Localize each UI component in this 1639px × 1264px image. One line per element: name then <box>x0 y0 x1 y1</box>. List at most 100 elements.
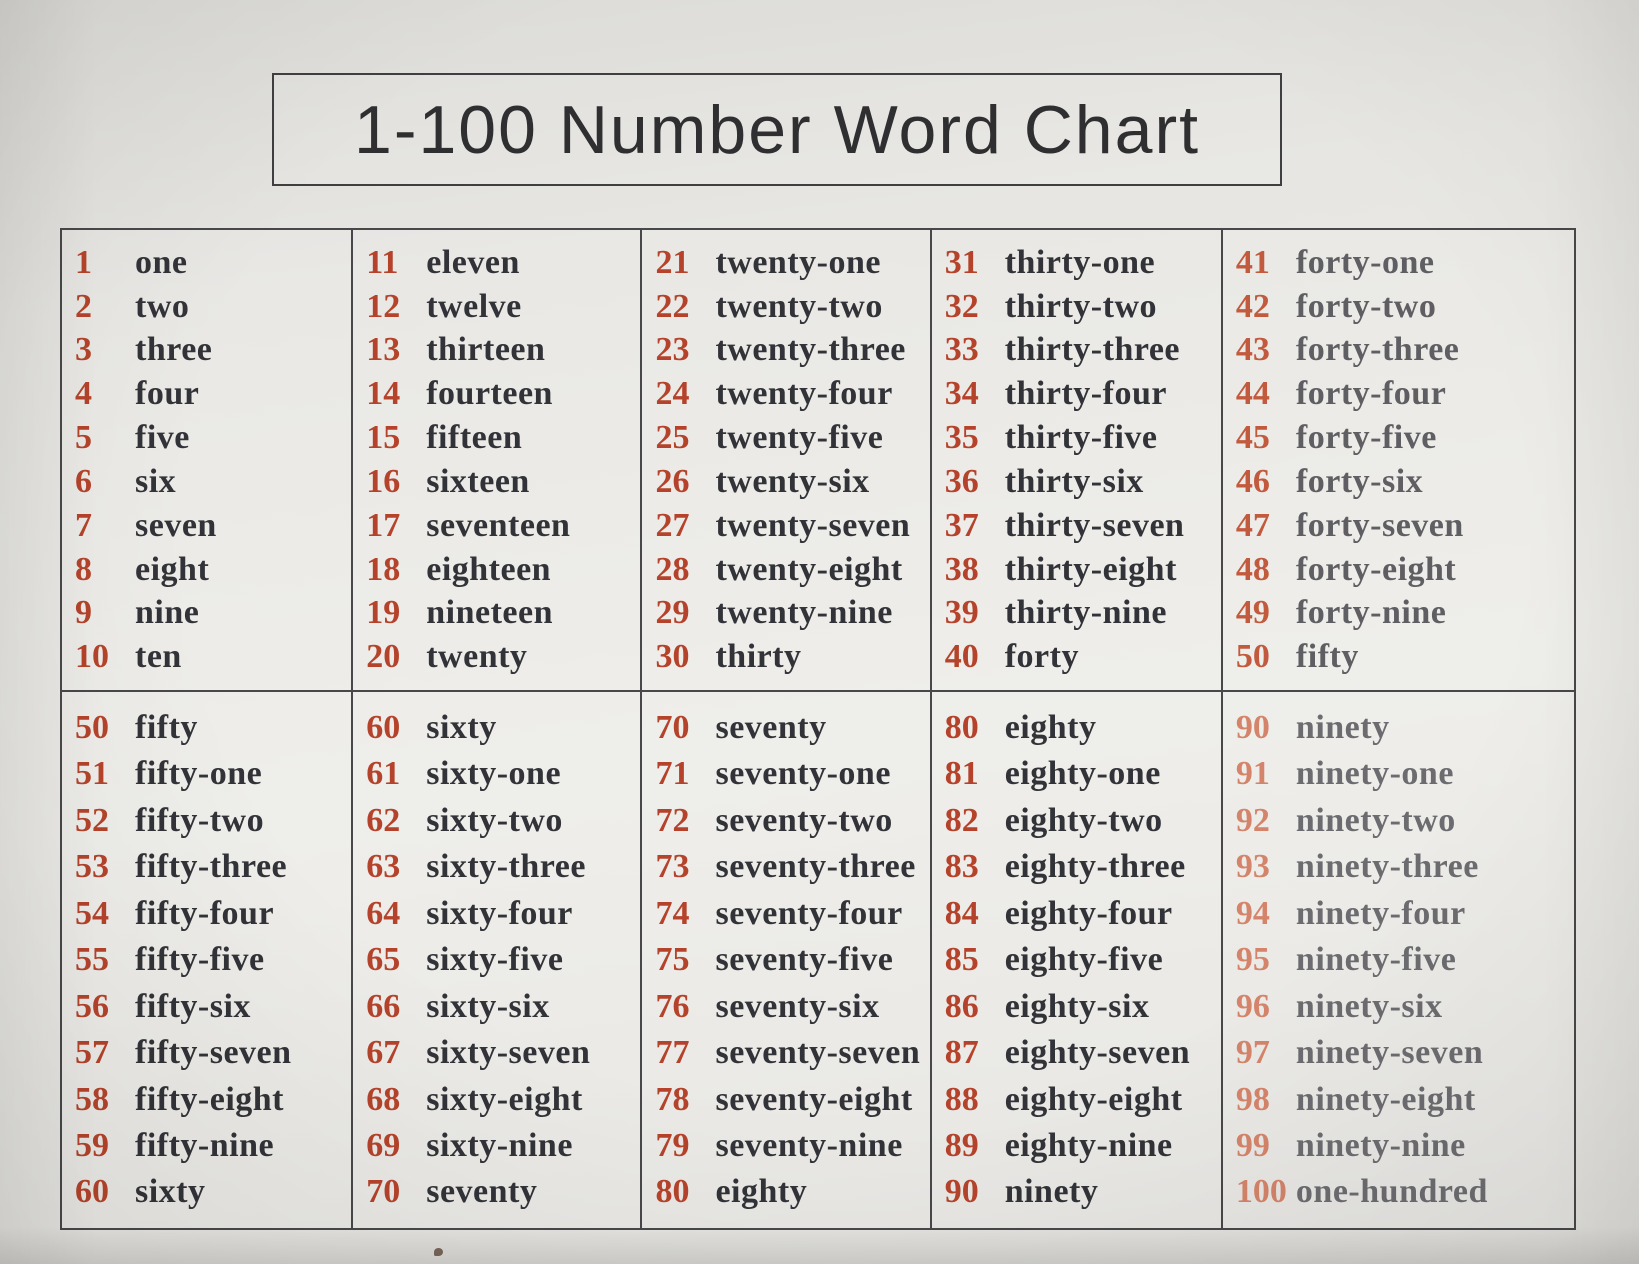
entry-number: 11 <box>366 243 399 281</box>
entry-number: 37 <box>944 506 979 544</box>
number-entry: 43 forty-three <box>1236 333 1570 367</box>
entry-number: 22 <box>655 287 690 325</box>
entry-number: 86 <box>944 987 979 1025</box>
number-entry: 4 four <box>75 377 347 411</box>
entry-word: sixty-six <box>426 987 550 1025</box>
entry-number: 67 <box>366 1034 401 1072</box>
title-box: 1-100 Number Word Chart <box>272 73 1282 186</box>
number-entry: 100 one-hundred <box>1236 1175 1570 1209</box>
entry-word: eighty-six <box>1004 987 1150 1025</box>
entry-word: fifteen <box>426 419 523 457</box>
entry-number: 16 <box>366 462 401 500</box>
entry-number: 95 <box>1235 941 1270 979</box>
number-entry: 67 sixty-seven <box>366 1036 636 1070</box>
table-cell-31-40: 31 thirty-one 32 thirty-two 33 thirty-three 34… <box>929 230 1221 691</box>
number-entry: 50 fifty <box>75 708 347 746</box>
entry-word: forty-four <box>1295 375 1447 413</box>
entry-word: sixty-three <box>426 848 586 886</box>
entry-word: eighty-seven <box>1004 1034 1191 1072</box>
entry-number: 2 <box>75 287 92 325</box>
entry-word: ninety <box>1004 1173 1099 1211</box>
entry-word: sixty-one <box>426 755 562 793</box>
entry-number: 53 <box>75 848 109 886</box>
number-entry: 86 eighty-six <box>944 987 1217 1025</box>
entry-word: twenty-seven <box>715 506 911 544</box>
entry-number: 61 <box>366 755 401 793</box>
number-entry: 99 ninety-nine <box>1236 1128 1570 1163</box>
entry-number: 40 <box>944 638 979 676</box>
entry-word: thirty-five <box>1004 419 1158 457</box>
entry-word: ten <box>135 638 182 676</box>
entry-word: seventy-seven <box>715 1034 921 1072</box>
number-entry: 9 nine <box>75 596 347 630</box>
table-cell-70-80: 70 seventy 71 seventy-one 72 seventy-two 73 sev… <box>640 690 930 1228</box>
entry-number: 80 <box>655 1173 690 1211</box>
entry-word: seventy-five <box>715 941 894 979</box>
entry-word: thirty-one <box>1004 243 1156 281</box>
number-entry: 1 one <box>75 243 347 281</box>
entry-number: 60 <box>366 708 401 746</box>
entry-number: 92 <box>1235 801 1270 839</box>
entry-word: ninety-one <box>1295 755 1454 793</box>
entry-number: 66 <box>366 987 401 1025</box>
number-entry: 68 sixty-eight <box>366 1082 636 1117</box>
entry-number: 65 <box>366 941 401 979</box>
entry-word: sixty <box>426 708 497 746</box>
entry-word: fourteen <box>426 375 553 413</box>
table-cell-60-70: 60 sixty 61 sixty-one 62 sixty-two 63 sixty-thr… <box>351 690 641 1228</box>
entry-word: eighty-eight <box>1004 1080 1183 1118</box>
number-entry: 2 two <box>75 287 347 325</box>
entry-number: 46 <box>1235 462 1270 500</box>
number-entry: 90 ninety <box>945 1175 1217 1209</box>
entry-number: 85 <box>944 941 979 979</box>
number-entry: 19 nineteen <box>366 596 636 630</box>
entry-number: 88 <box>944 1080 979 1118</box>
entry-number: 52 <box>75 801 109 839</box>
entry-word: ninety-three <box>1295 848 1479 886</box>
entry-word: thirty-six <box>1004 462 1144 500</box>
entry-word: sixteen <box>426 462 530 500</box>
entry-number: 42 <box>1235 287 1270 325</box>
entry-number: 13 <box>366 331 401 369</box>
entry-number: 93 <box>1235 848 1270 886</box>
entry-word: sixty-nine <box>426 1126 573 1164</box>
number-entry: 8 eight <box>75 552 347 587</box>
number-entry: 32 thirty-two <box>945 289 1217 324</box>
entry-number: 1 <box>75 243 92 281</box>
entry-word: eighty <box>715 1173 808 1211</box>
entry-number: 15 <box>366 419 401 457</box>
number-entry: 6 six <box>75 464 347 499</box>
number-entry: 92 ninety-two <box>1235 801 1570 839</box>
entry-number: 3 <box>75 331 92 369</box>
entry-word: thirty-three <box>1004 331 1181 369</box>
entry-word: eighteen <box>426 550 552 588</box>
entry-word: fifty-five <box>135 941 265 979</box>
number-entry: 60 sixty <box>75 1175 347 1209</box>
entry-word: thirty-nine <box>1004 594 1167 632</box>
number-entry: 52 fifty-two <box>75 801 347 839</box>
number-entry: 57 fifty-seven <box>75 1036 347 1070</box>
table-cell-11-20: 11 eleven 12 twelve 13 thirteen 14 fourteen 15 fi… <box>351 230 640 691</box>
entry-number: 17 <box>366 506 401 544</box>
entry-number: 21 <box>655 243 690 281</box>
number-entry: 90 ninety <box>1236 710 1570 745</box>
entry-word: twenty-eight <box>715 550 903 588</box>
entry-number: 35 <box>944 419 979 457</box>
entry-word: seven <box>135 506 217 544</box>
entry-number: 54 <box>75 894 109 932</box>
entry-word: one-hundred <box>1295 1173 1488 1211</box>
entry-number: 19 <box>366 594 401 632</box>
table-cell-90-100: 90 ninety 91 ninety-one 92 ninety-two 93 ninety… <box>1220 690 1574 1228</box>
entry-number: 50 <box>75 708 109 746</box>
entry-word: thirty-eight <box>1004 550 1177 588</box>
entry-number: 18 <box>366 550 401 588</box>
number-entry: 62 sixty-two <box>366 803 636 838</box>
entry-number: 23 <box>655 331 690 369</box>
table-cell-1-10: 1 one 2 two 3 three 4 four 5 five 6 six 7 seven 8 eight… <box>62 230 351 690</box>
entry-word: seventy <box>715 708 827 746</box>
number-entry: 14 fourteen <box>366 377 636 411</box>
entry-word: seventy-nine <box>715 1126 903 1164</box>
entry-number: 25 <box>655 419 690 457</box>
entry-word: twenty-two <box>715 287 883 325</box>
entry-number: 73 <box>655 848 690 886</box>
